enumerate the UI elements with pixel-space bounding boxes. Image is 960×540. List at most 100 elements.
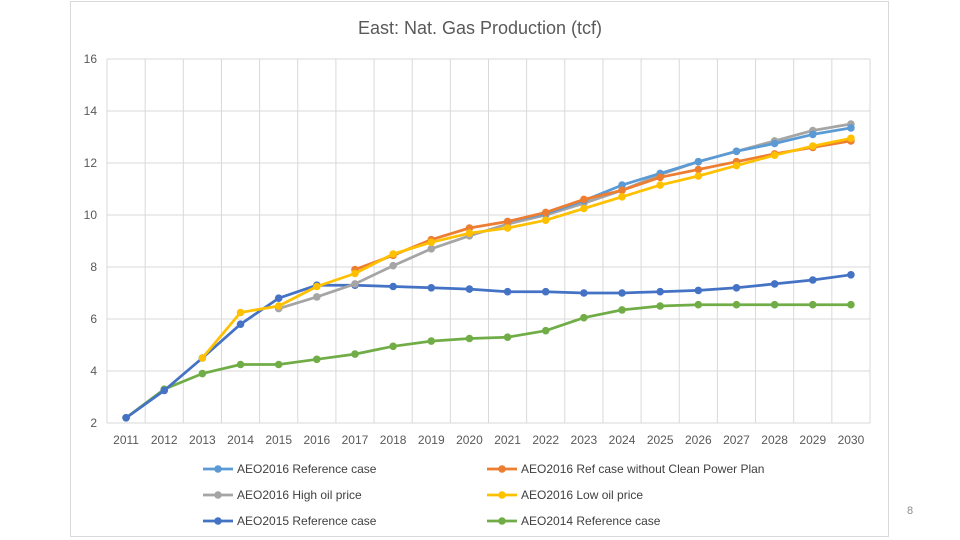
- x-tick-label: 2022: [532, 433, 559, 447]
- data-point: [427, 238, 436, 247]
- data-point: [580, 289, 588, 297]
- x-tick-label: 2027: [723, 433, 750, 447]
- x-tick-label: 2025: [647, 433, 674, 447]
- data-point: [465, 285, 474, 293]
- series-line: [124, 303, 853, 420]
- data-point: [618, 186, 626, 195]
- data-point: [770, 151, 779, 159]
- series-4: [198, 134, 855, 362]
- data-point: [198, 369, 207, 378]
- data-point: [541, 208, 550, 217]
- page-number: 8: [906, 505, 914, 517]
- series-6: [122, 300, 855, 422]
- line-chart: East: Nat. Gas Production (tcf) 2 4 6 8 10 12…: [84, 18, 871, 528]
- series-line: [353, 139, 853, 271]
- data-point: [274, 302, 283, 310]
- legend-swatch-marker: [498, 517, 506, 525]
- data-point: [465, 334, 474, 343]
- data-point: [770, 139, 779, 148]
- y-tick-label: 8: [90, 260, 97, 274]
- legend-label: AEO2016 Low oil price: [521, 488, 643, 502]
- y-tick-label: 12: [84, 156, 98, 170]
- x-axis-ticks: 2011 2012 2013 2014 2015 2016 2017 2018 2019 2020…: [113, 433, 864, 447]
- legend-swatch-marker: [214, 465, 222, 473]
- data-point: [122, 414, 130, 422]
- data-point: [389, 250, 397, 258]
- data-point: [427, 245, 436, 253]
- data-point: [503, 224, 512, 232]
- data-point: [351, 280, 359, 288]
- data-point: [808, 276, 817, 284]
- data-point: [236, 360, 245, 369]
- data-point: [618, 193, 626, 201]
- x-tick-label: 2014: [227, 433, 254, 447]
- legend-item: AEO2014 Reference case: [487, 514, 661, 528]
- data-point: [274, 360, 283, 369]
- data-point: [694, 157, 703, 166]
- y-tick-label: 4: [90, 364, 97, 378]
- data-point: [541, 216, 550, 224]
- data-point: [465, 229, 474, 237]
- legend-item: AEO2016 Reference case: [203, 462, 377, 476]
- data-point: [770, 280, 779, 288]
- data-point: [618, 306, 626, 314]
- x-tick-label: 2026: [685, 433, 712, 447]
- data-point: [389, 342, 397, 351]
- data-point: [656, 173, 664, 182]
- x-tick-label: 2024: [609, 433, 636, 447]
- data-point: [618, 181, 626, 189]
- data-point: [656, 181, 664, 189]
- data-point: [808, 142, 817, 150]
- data-point: [847, 271, 855, 279]
- data-point: [808, 130, 817, 139]
- data-point: [847, 134, 855, 143]
- x-tick-label: 2015: [265, 433, 292, 447]
- data-point: [808, 300, 817, 309]
- x-tick-label: 2029: [799, 433, 826, 447]
- legend-swatch-marker: [214, 517, 222, 525]
- data-point: [389, 261, 397, 270]
- legend-swatch-marker: [498, 465, 506, 473]
- data-point: [732, 147, 741, 156]
- data-point: [541, 326, 550, 335]
- data-point: [732, 300, 741, 309]
- y-tick-label: 16: [84, 52, 98, 66]
- legend-item: AEO2016 Low oil price: [487, 488, 643, 502]
- legend-label: AEO2016 Reference case: [237, 462, 377, 476]
- y-tick-label: 2: [90, 416, 97, 430]
- chart-title: East: Nat. Gas Production (tcf): [358, 18, 602, 38]
- data-point: [274, 294, 283, 303]
- data-point: [160, 386, 169, 395]
- y-tick-label: 6: [90, 312, 97, 326]
- data-point: [694, 172, 703, 180]
- data-point: [580, 195, 588, 204]
- series-layer: [122, 120, 855, 422]
- data-point: [198, 354, 207, 362]
- y-axis-ticks: 2 4 6 8 10 12 14 16: [84, 52, 98, 430]
- data-point: [694, 300, 703, 309]
- chart-frame: East: Nat. Gas Production (tcf) 2 4 6 8 10 12…: [70, 1, 889, 537]
- data-point: [351, 269, 359, 278]
- legend-label: AEO2015 Reference case: [237, 514, 377, 528]
- x-tick-label: 2012: [151, 433, 178, 447]
- data-point: [503, 333, 512, 342]
- data-point: [313, 355, 321, 364]
- x-tick-label: 2023: [571, 433, 598, 447]
- data-point: [770, 300, 779, 309]
- x-tick-label: 2021: [494, 433, 521, 447]
- data-point: [236, 308, 245, 317]
- legend-label: AEO2016 High oil price: [237, 488, 362, 502]
- data-point: [694, 165, 703, 174]
- data-point: [580, 204, 588, 213]
- x-tick-label: 2013: [189, 433, 216, 447]
- data-point: [656, 302, 664, 310]
- data-point: [427, 284, 436, 292]
- legend-swatch-marker: [498, 491, 506, 499]
- data-point: [313, 282, 321, 291]
- data-point: [580, 313, 588, 322]
- data-point: [541, 287, 550, 296]
- x-tick-label: 2018: [380, 433, 407, 447]
- data-point: [503, 217, 512, 226]
- data-point: [618, 289, 626, 297]
